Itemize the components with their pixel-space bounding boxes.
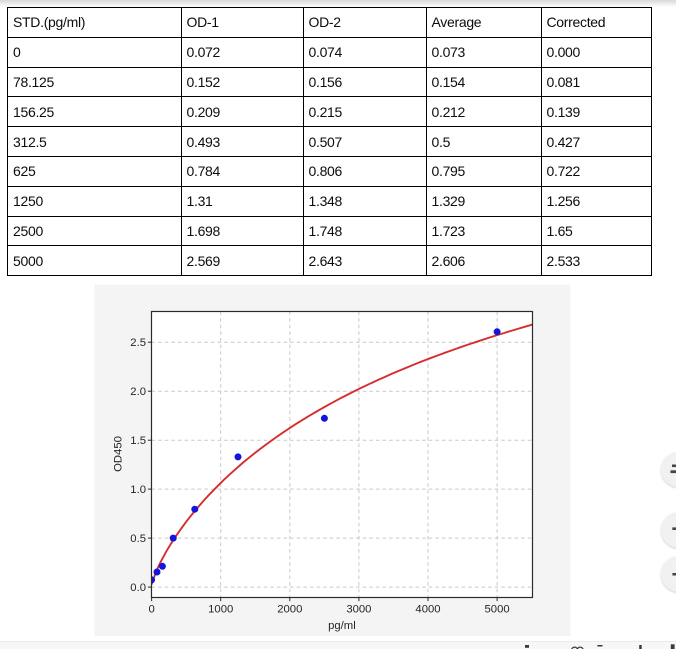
- svg-text:2.0: 2.0: [130, 386, 146, 398]
- svg-text:5000: 5000: [485, 604, 510, 616]
- svg-text:OD450: OD450: [113, 436, 125, 472]
- svg-text:pg/ml: pg/ml: [328, 620, 356, 632]
- svg-text:1.5: 1.5: [130, 435, 146, 447]
- svg-text:3000: 3000: [346, 604, 371, 616]
- svg-text:4000: 4000: [415, 604, 440, 616]
- svg-text:2.5: 2.5: [130, 337, 146, 349]
- svg-text:1.0: 1.0: [130, 484, 146, 496]
- svg-text:0.0: 0.0: [130, 582, 146, 594]
- svg-text:1000: 1000: [208, 604, 233, 616]
- svg-text:0: 0: [148, 604, 154, 616]
- svg-text:2000: 2000: [277, 604, 302, 616]
- svg-text:0.5: 0.5: [130, 533, 146, 545]
